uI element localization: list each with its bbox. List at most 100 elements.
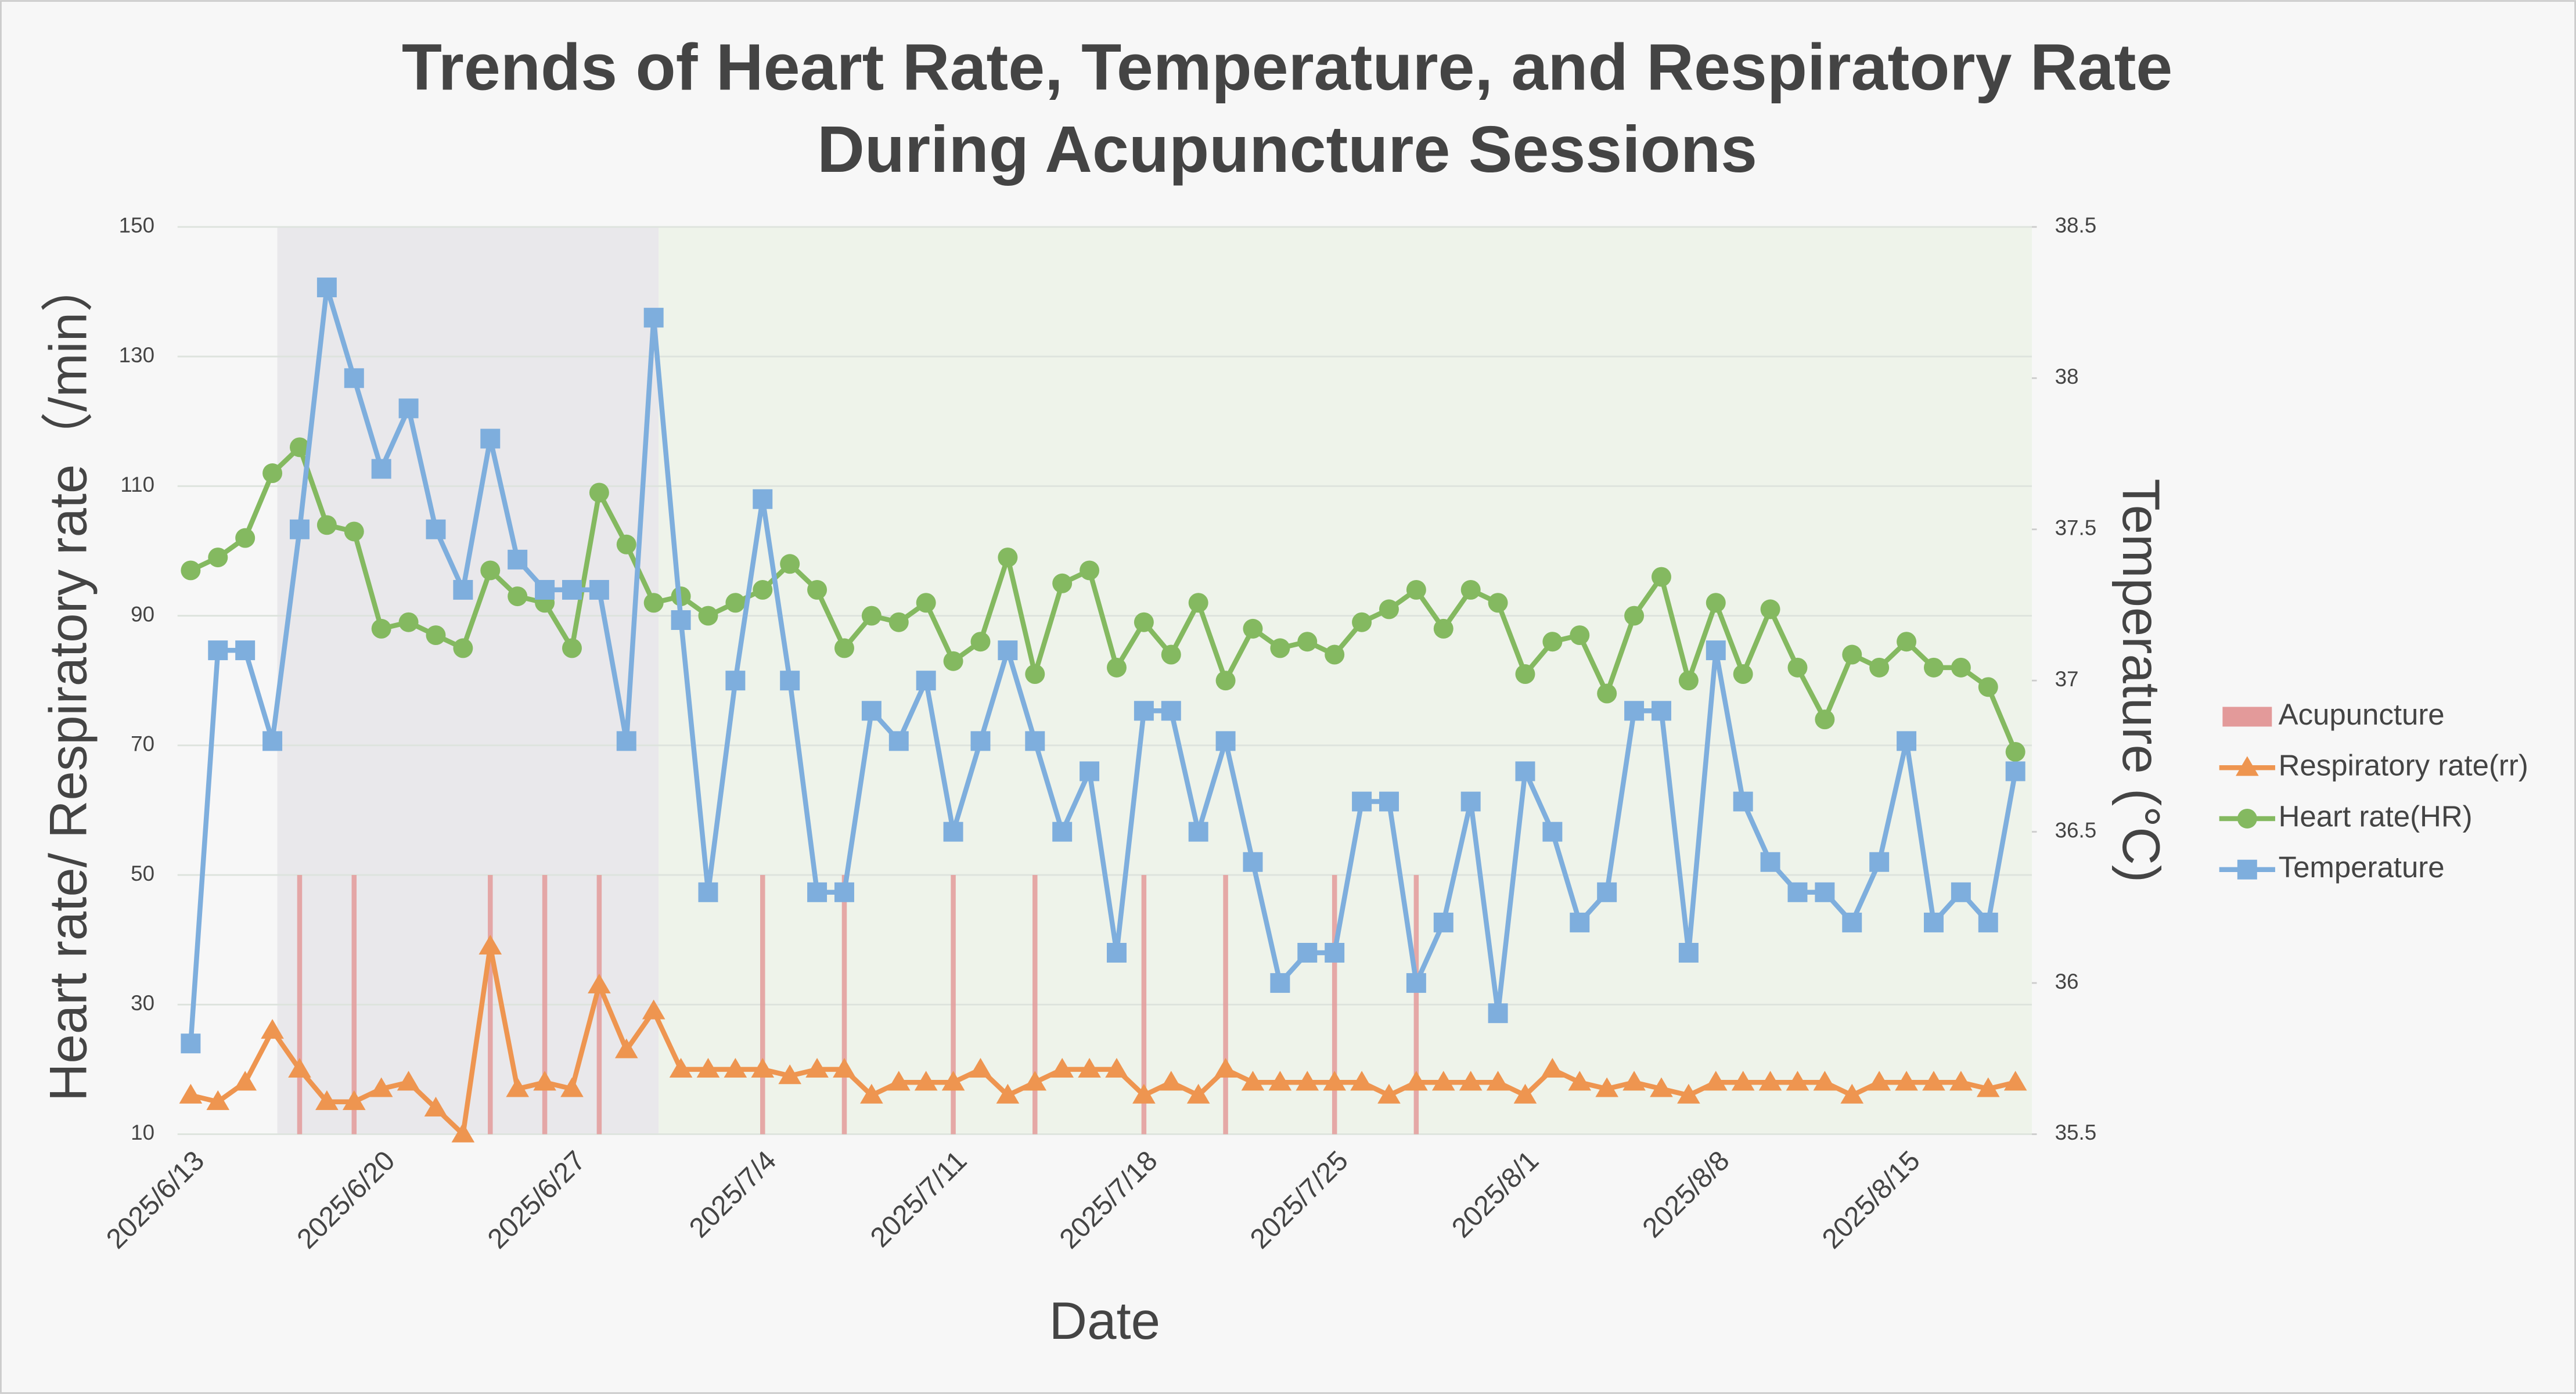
data-point: [1379, 791, 1399, 812]
legend-label: Temperature: [2279, 851, 2445, 884]
data-point: [1188, 822, 1208, 842]
bar: [1413, 875, 1419, 1134]
data-point: [426, 519, 446, 539]
bar: [488, 875, 493, 1134]
data-point: [1597, 882, 1617, 902]
data-point: [1595, 1077, 1618, 1097]
data-point: [424, 1097, 448, 1117]
data-point: [1951, 657, 1971, 678]
data-point: [1515, 761, 1535, 781]
data-point: [1568, 1071, 1592, 1091]
data-point: [1624, 606, 1645, 626]
bar: [596, 875, 602, 1134]
data-point: [996, 1083, 1020, 1104]
data-point: [1215, 731, 1236, 751]
data-point: [1134, 701, 1154, 721]
data-point: [643, 308, 664, 328]
data-point: [1161, 644, 1181, 665]
data-point: [181, 1033, 201, 1054]
y-tick-label: 110: [120, 473, 154, 496]
data-point: [233, 1071, 257, 1091]
data-point: [1270, 638, 1290, 658]
series-line: [188, 284, 2018, 1044]
data-point: [1186, 1083, 1210, 1104]
data-point: [1813, 1071, 1837, 1091]
data-point: [1704, 1071, 1728, 1091]
data-point: [696, 1058, 720, 1078]
data-point: [1159, 1071, 1183, 1091]
data-point: [1842, 644, 1862, 665]
bar: [760, 875, 765, 1134]
data-point: [1025, 664, 1045, 685]
data-point: [1815, 882, 1835, 902]
data-point: [262, 731, 283, 751]
legend-label: Heart rate(HR): [2279, 799, 2473, 833]
data-point: [535, 579, 555, 600]
data-point: [643, 593, 664, 613]
y2-tick-label: 37.5: [2055, 516, 2097, 539]
data-point: [1214, 1058, 1237, 1078]
data-point: [1270, 973, 1290, 993]
data-point: [2005, 761, 2025, 781]
data-point: [1650, 1077, 1673, 1097]
data-point: [1431, 1071, 1455, 1091]
data-point: [316, 278, 337, 298]
data-point: [1050, 1058, 1074, 1078]
data-point: [725, 671, 746, 691]
y2-axis-title: Temperature (°C): [2111, 478, 2170, 882]
data-point: [834, 638, 854, 658]
data-point: [1513, 1083, 1537, 1104]
data-point: [998, 547, 1018, 568]
data-point: [206, 1090, 230, 1110]
data-point: [1923, 912, 1944, 932]
data-point: [669, 1058, 693, 1078]
y2-tick-label: 36: [2055, 970, 2079, 993]
y-axis-title: Heart rate/ Respiratory rate（/min）: [39, 260, 98, 1101]
data-point: [1733, 791, 1753, 812]
bar: [1141, 875, 1147, 1134]
data-point: [344, 521, 364, 542]
data-point: [453, 579, 473, 600]
data-point: [1840, 1083, 1864, 1104]
data-point: [724, 1058, 747, 1078]
legend-label: Acupuncture: [2279, 698, 2445, 731]
data-point: [1460, 791, 1481, 812]
y2-tick-label: 37: [2055, 667, 2079, 691]
data-point: [1951, 882, 1971, 902]
data-point: [1433, 912, 1454, 932]
bar: [1032, 875, 1038, 1134]
y-tick-label: 90: [131, 602, 154, 626]
data-point: [1025, 731, 1045, 751]
data-point: [616, 534, 636, 554]
data-point: [1459, 1071, 1483, 1091]
data-point: [941, 1071, 965, 1091]
data-point: [235, 640, 256, 661]
data-point: [1651, 567, 1671, 587]
y2-tick-label: 38: [2055, 365, 2079, 388]
bar: [1223, 875, 1228, 1134]
data-point: [1405, 1071, 1428, 1091]
data-point: [1406, 579, 1426, 600]
data-point: [181, 560, 201, 581]
y2-tick-label: 38.5: [2055, 214, 2097, 237]
data-point: [1243, 618, 1263, 639]
data-point: [1515, 664, 1535, 685]
data-point: [1570, 912, 1590, 932]
data-point: [397, 1071, 420, 1091]
data-point: [833, 1058, 856, 1078]
data-point: [2005, 741, 2025, 762]
data-point: [506, 1077, 529, 1097]
data-point: [807, 579, 828, 600]
data-point: [1134, 612, 1154, 632]
bar: [542, 875, 548, 1134]
data-point: [453, 638, 473, 658]
data-point: [1243, 852, 1263, 872]
data-point: [589, 579, 609, 600]
data-point: [805, 1058, 829, 1078]
data-point: [1842, 912, 1862, 932]
data-point: [943, 651, 963, 671]
data-point: [916, 593, 936, 613]
data-point: [887, 1071, 911, 1091]
y2-tick-label: 36.5: [2055, 818, 2097, 842]
data-point: [998, 640, 1018, 661]
